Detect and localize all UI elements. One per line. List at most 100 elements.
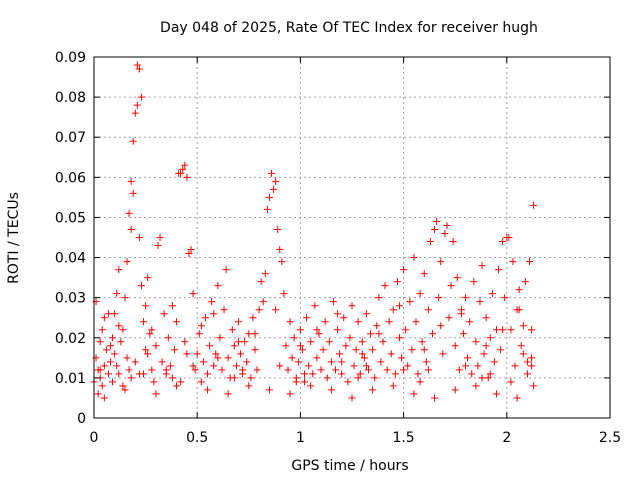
data-point [204,370,212,378]
data-point [381,282,389,290]
data-point [251,346,259,354]
data-point [369,386,377,394]
data-point [511,362,519,370]
data-point [181,161,189,169]
data-point [278,258,286,266]
data-point [424,366,432,374]
data-point [334,326,342,334]
data-point [288,354,296,362]
data-point [470,278,478,286]
data-point [389,306,397,314]
data-point [338,358,346,366]
data-point [416,378,424,386]
data-point [230,342,238,350]
data-point [125,366,133,374]
data-point [137,93,145,101]
data-point [507,326,515,334]
data-point [109,378,117,386]
data-point [482,342,490,350]
data-point [303,314,311,322]
data-point [177,169,185,177]
data-point [410,390,418,398]
x-tick-label: 2 [502,430,511,446]
data-point [140,318,148,326]
data-point [117,338,125,346]
data-point [286,390,294,398]
data-point [488,290,496,298]
data-point [216,334,224,342]
y-axis-label: ROTI / TECUs [6,192,22,284]
data-point [301,370,309,378]
data-point [455,366,463,374]
data-point [181,338,189,346]
data-point [358,350,366,358]
data-point [100,394,108,402]
data-point [530,201,538,209]
data-point [362,310,370,318]
data-point [131,358,139,366]
data-point [245,382,253,390]
data-point [135,65,143,73]
data-point [183,350,191,358]
data-point [519,322,527,330]
data-point [197,378,205,386]
data-point [96,338,104,346]
chart-title: Day 048 of 2025, Rate Of TEC Index for r… [160,20,538,36]
data-point [447,282,455,290]
data-point [259,298,267,306]
data-point [451,386,459,394]
data-point [125,209,133,217]
data-point [410,254,418,262]
data-point [530,382,538,390]
data-point [150,378,158,386]
data-point [528,362,536,370]
data-point [148,366,156,374]
data-point [340,314,348,322]
data-point [253,366,261,374]
data-point [509,258,517,266]
data-point [164,334,172,342]
data-point [513,394,521,402]
data-point [251,330,259,338]
data-point [121,386,129,394]
data-point [342,342,350,350]
data-point [195,330,203,338]
data-point [476,298,484,306]
data-point [486,370,494,378]
data-point [296,326,304,334]
data-point [437,258,445,266]
data-point [100,314,108,322]
data-point [111,350,119,358]
data-point [307,382,315,390]
data-point [315,330,323,338]
data-point [367,330,375,338]
data-point [495,266,503,274]
data-point [348,302,356,310]
data-point [144,350,152,358]
data-point [428,330,436,338]
y-tick-label: 0.05 [55,210,86,226]
data-point [100,362,108,370]
data-point [435,294,443,302]
data-point [472,338,480,346]
data-point [142,346,150,354]
y-tick-label: 0.01 [55,371,86,387]
data-point [307,338,315,346]
data-point [395,334,403,342]
data-point [354,374,362,382]
data-point [507,378,515,386]
data-point [160,310,168,318]
data-point [272,177,280,185]
x-tick-label: 2.5 [599,430,621,446]
data-point [358,338,366,346]
data-point [334,310,342,318]
data-point [517,342,525,350]
data-point [133,61,141,69]
x-axis-label: GPS time / hours [291,458,408,474]
data-point [443,221,451,229]
data-point [255,306,263,314]
y-tick-label: 0.03 [55,291,86,307]
data-point [185,250,193,258]
data-point [414,370,422,378]
data-point [274,225,282,233]
